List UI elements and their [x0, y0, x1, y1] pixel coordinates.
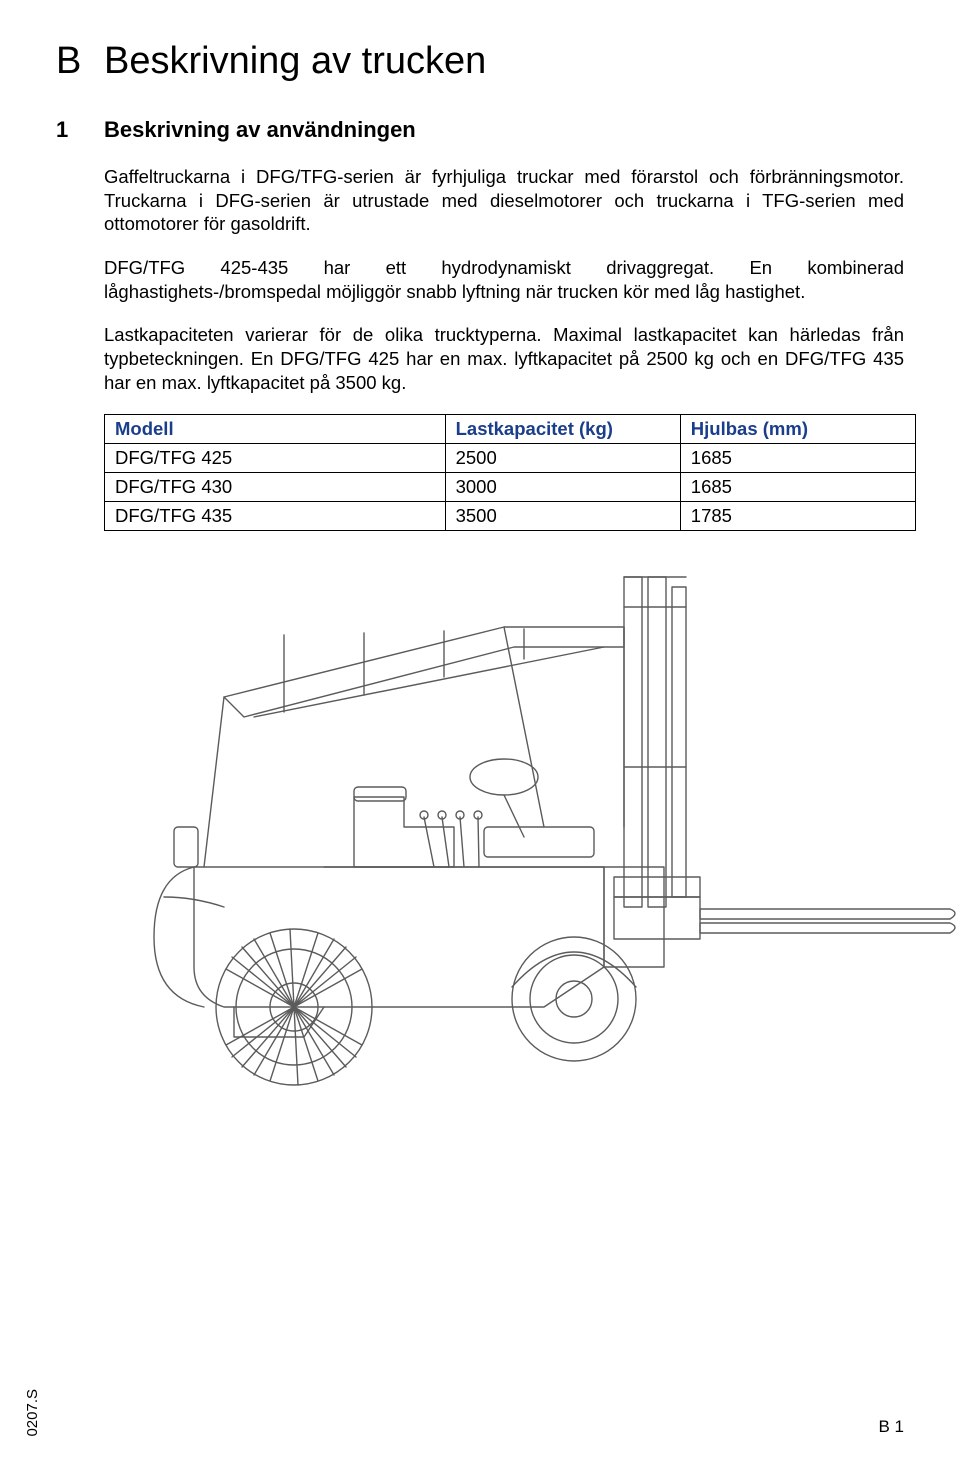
- cell-capacity: 3000: [445, 473, 680, 502]
- cell-wheelbase: 1785: [680, 502, 915, 531]
- subsection-number: 1: [56, 117, 104, 143]
- cell-capacity: 3500: [445, 502, 680, 531]
- subsection-title: Beskrivning av användningen: [104, 117, 416, 143]
- cell-wheelbase: 1685: [680, 473, 915, 502]
- forklift-illustration: [104, 567, 960, 1087]
- table-row: DFG/TFG 435 3500 1785: [105, 502, 916, 531]
- cell-wheelbase: 1685: [680, 444, 915, 473]
- page: B Beskrivning av trucken 1 Beskrivning a…: [0, 0, 960, 1461]
- col-header-capacity: Lastkapacitet (kg): [445, 415, 680, 444]
- paragraph-2: DFG/TFG 425-435 har ett hydrodynamiskt d…: [104, 256, 904, 303]
- section-header: B Beskrivning av trucken: [56, 40, 904, 83]
- spec-table: Modell Lastkapacitet (kg) Hjulbas (mm) D…: [104, 414, 916, 531]
- table-header-row: Modell Lastkapacitet (kg) Hjulbas (mm): [105, 415, 916, 444]
- forklift-svg: [104, 567, 960, 1087]
- col-header-model: Modell: [105, 415, 446, 444]
- section-title: Beskrivning av trucken: [104, 40, 486, 83]
- paragraph-3: Lastkapaciteten varierar för de olika tr…: [104, 323, 904, 394]
- col-header-wheelbase: Hjulbas (mm): [680, 415, 915, 444]
- cell-capacity: 2500: [445, 444, 680, 473]
- section-letter: B: [56, 40, 104, 83]
- table-row: DFG/TFG 425 2500 1685: [105, 444, 916, 473]
- subsection-header: 1 Beskrivning av användningen: [56, 117, 904, 143]
- page-number: B 1: [878, 1417, 904, 1437]
- document-code: 0207.S: [24, 1389, 41, 1437]
- cell-model: DFG/TFG 435: [105, 502, 446, 531]
- table-row: DFG/TFG 430 3000 1685: [105, 473, 916, 502]
- cell-model: DFG/TFG 430: [105, 473, 446, 502]
- page-footer: 0207.S B 1: [24, 1389, 904, 1437]
- cell-model: DFG/TFG 425: [105, 444, 446, 473]
- paragraph-1: Gaffeltruckarna i DFG/TFG-serien är fyrh…: [104, 165, 904, 236]
